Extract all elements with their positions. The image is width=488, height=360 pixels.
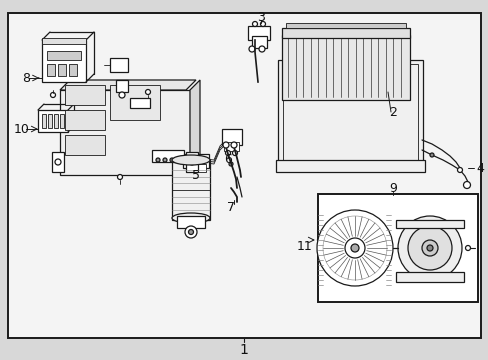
- Bar: [222, 129, 242, 145]
- Text: 6: 6: [224, 153, 231, 166]
- Circle shape: [189, 159, 195, 165]
- Text: 9: 9: [388, 181, 396, 194]
- Circle shape: [232, 150, 237, 156]
- Circle shape: [259, 46, 264, 52]
- Circle shape: [225, 150, 230, 156]
- Circle shape: [465, 246, 469, 251]
- Circle shape: [323, 216, 386, 280]
- Circle shape: [345, 238, 364, 258]
- Polygon shape: [190, 80, 200, 175]
- Text: 2: 2: [388, 105, 396, 118]
- Bar: [185, 152, 198, 172]
- Bar: [58, 64, 66, 76]
- Bar: [251, 36, 266, 48]
- Bar: [395, 220, 463, 228]
- Circle shape: [228, 162, 232, 166]
- Circle shape: [407, 226, 451, 270]
- Bar: [42, 40, 86, 82]
- Bar: [282, 28, 409, 38]
- Bar: [116, 80, 128, 92]
- Text: 11: 11: [296, 240, 311, 253]
- Bar: [110, 58, 128, 72]
- Bar: [48, 114, 52, 128]
- Bar: [317, 194, 477, 302]
- Bar: [47, 51, 81, 60]
- Circle shape: [248, 46, 254, 52]
- Circle shape: [230, 142, 237, 148]
- Bar: [185, 164, 205, 172]
- Bar: [177, 216, 204, 228]
- Text: 8: 8: [22, 72, 30, 85]
- Bar: [130, 98, 150, 108]
- Bar: [285, 23, 405, 28]
- Circle shape: [429, 153, 433, 157]
- Bar: [278, 60, 422, 165]
- Ellipse shape: [172, 213, 209, 223]
- Circle shape: [55, 159, 61, 165]
- Bar: [69, 64, 77, 76]
- Text: 1: 1: [239, 343, 248, 357]
- Bar: [42, 38, 86, 44]
- Bar: [65, 135, 105, 155]
- Circle shape: [421, 240, 437, 256]
- Bar: [395, 272, 463, 282]
- Text: 3: 3: [257, 10, 264, 23]
- Bar: [54, 114, 58, 128]
- Bar: [42, 114, 46, 128]
- Circle shape: [426, 245, 432, 251]
- Circle shape: [457, 167, 462, 172]
- Circle shape: [223, 142, 228, 148]
- Bar: [224, 142, 239, 151]
- Text: 4: 4: [475, 162, 483, 175]
- Circle shape: [316, 210, 392, 286]
- Circle shape: [50, 93, 55, 98]
- Bar: [65, 85, 105, 105]
- Bar: [282, 35, 409, 100]
- Bar: [47, 64, 55, 76]
- Circle shape: [184, 226, 197, 238]
- Bar: [52, 152, 64, 172]
- Bar: [110, 85, 160, 120]
- Bar: [65, 110, 105, 130]
- Bar: [172, 160, 209, 220]
- Bar: [275, 160, 424, 172]
- Bar: [183, 154, 208, 168]
- Circle shape: [170, 158, 174, 162]
- Circle shape: [145, 90, 150, 95]
- Circle shape: [252, 22, 257, 27]
- Bar: [38, 110, 68, 132]
- Text: 10: 10: [14, 122, 30, 135]
- Ellipse shape: [172, 155, 209, 165]
- Circle shape: [317, 238, 322, 243]
- Bar: [247, 26, 269, 40]
- Circle shape: [119, 92, 125, 98]
- Bar: [152, 150, 183, 162]
- Circle shape: [117, 175, 122, 180]
- Circle shape: [463, 181, 469, 189]
- Text: 7: 7: [226, 201, 235, 213]
- Text: 5: 5: [192, 168, 200, 181]
- Bar: [60, 90, 190, 175]
- Circle shape: [397, 216, 461, 280]
- Circle shape: [260, 22, 265, 27]
- Bar: [283, 64, 417, 161]
- Circle shape: [156, 158, 160, 162]
- Circle shape: [163, 158, 167, 162]
- Bar: [60, 114, 64, 128]
- Polygon shape: [60, 80, 196, 90]
- Circle shape: [350, 244, 358, 252]
- Circle shape: [188, 230, 193, 234]
